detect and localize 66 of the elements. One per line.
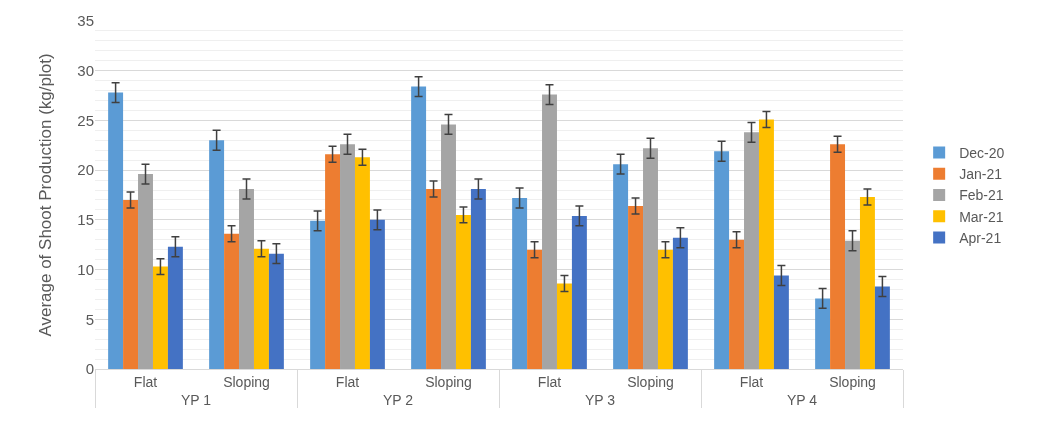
bar: [224, 233, 240, 369]
bar: [369, 219, 385, 369]
bar: [268, 253, 284, 369]
bar: [512, 197, 528, 369]
bar: [325, 154, 341, 369]
bar: [354, 157, 370, 369]
y-tick-label: 5: [85, 310, 94, 328]
bar: [744, 132, 759, 369]
bar: [542, 94, 557, 369]
text: YP 4: [786, 391, 818, 408]
x-tick-label: Flat: [739, 373, 764, 390]
bar: [556, 283, 572, 369]
text: YP 1: [180, 391, 212, 408]
x-tick-label: Sloping: [223, 373, 270, 390]
bar: [571, 215, 587, 369]
bar: [613, 164, 629, 369]
bar: [527, 249, 543, 369]
bar: [714, 151, 730, 369]
text: YP 3: [584, 391, 616, 408]
bar: [253, 248, 269, 369]
y-tick-label: 20: [77, 161, 94, 179]
y-tick-label: 25: [77, 111, 94, 129]
bar: [310, 220, 326, 369]
bar: [209, 140, 225, 369]
bar: [455, 214, 471, 369]
bar: [729, 239, 745, 369]
text: YP 2: [382, 391, 414, 408]
y-tick-label: 30: [77, 61, 94, 79]
bar: [657, 249, 673, 369]
x-tick-label: Sloping: [627, 373, 674, 390]
legend-label: Jan-21: [959, 166, 1003, 183]
bar: [758, 119, 774, 369]
y-tick-label: 15: [77, 211, 94, 229]
bar: [138, 174, 153, 369]
legend-label: Feb-21: [959, 187, 1004, 204]
bar: [441, 124, 456, 369]
bar: [845, 240, 860, 369]
y-tick-label: 35: [77, 12, 94, 30]
bar: [340, 144, 355, 369]
bar: [874, 286, 890, 369]
bar: [859, 196, 875, 369]
bar: [672, 237, 688, 369]
legend-label: Apr-21: [959, 229, 1002, 246]
bar: [152, 266, 168, 369]
bar: [773, 275, 789, 369]
legend-label: Mar-21: [959, 208, 1004, 225]
bar: [167, 246, 183, 369]
bar: [239, 189, 254, 369]
bar: [628, 205, 644, 369]
legend-label: Dec-20: [959, 145, 1005, 162]
y-tick-label: 0: [85, 360, 94, 378]
bar: [815, 298, 831, 369]
bar: [411, 86, 427, 369]
bar: [123, 199, 139, 369]
y-axis-title: Average of Shoot Production (kg/plot): [36, 53, 55, 337]
x-tick-label: Flat: [537, 373, 562, 390]
bar: [470, 189, 486, 369]
bar: [830, 144, 846, 369]
y-tick-label: 10: [77, 260, 94, 278]
x-tick-label: Flat: [133, 373, 158, 390]
bar: [108, 92, 124, 369]
bar: [426, 189, 442, 369]
x-tick-label: Flat: [335, 373, 360, 390]
x-tick-label: Sloping: [425, 373, 472, 390]
bar: [643, 148, 658, 369]
x-tick-label: Sloping: [829, 373, 876, 390]
